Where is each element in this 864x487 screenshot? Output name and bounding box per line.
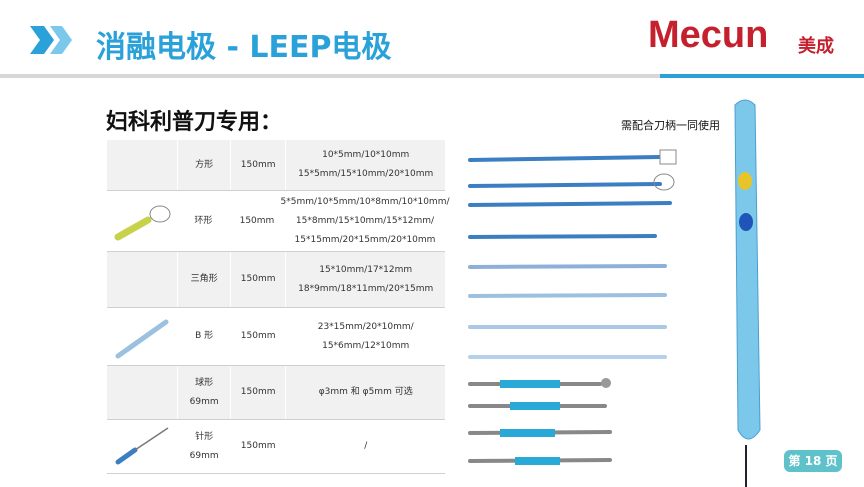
table-row: 球形 69mm 150mm φ3mm 和 φ5mm 可选 <box>107 366 445 420</box>
specs-cell: 23*15mm/20*10mm/15*6mm/12*10mm <box>286 308 445 365</box>
name-cell: B 形 <box>178 308 231 365</box>
length-cell: 150mm <box>231 252 287 307</box>
name-cell: 三角形 <box>178 252 231 307</box>
table-row: 环形 150mm 5*5mm/10*5mm/10*8mm/10*10mm/15*8m… <box>107 191 450 252</box>
name: 球形 <box>195 377 214 388</box>
name-cell: 方形 <box>178 140 231 190</box>
length: 150mm <box>239 215 275 226</box>
spec: 15*8mm/15*10mm/15*12mm/ <box>295 215 435 226</box>
specs-cell: / <box>286 420 445 473</box>
name-cell: 环形 <box>178 191 230 251</box>
table-row: B 形 150mm 23*15mm/20*10mm/15*6mm/12*10mm <box>107 308 445 366</box>
length-cell: 150mm <box>230 191 285 251</box>
spec: 15*5mm/15*10mm/20*10mm <box>298 169 434 179</box>
image-cell <box>107 308 179 365</box>
name: 69mm <box>189 450 219 461</box>
logo-cn: 美成 <box>798 36 834 57</box>
length-cell: 150mm <box>231 366 287 419</box>
spec: φ3mm 和 φ5mm 可选 <box>318 387 413 397</box>
table-row: 针形 69mm 150mm / <box>107 420 445 474</box>
name: 三角形 <box>190 274 218 284</box>
table-row: 三角形 150mm 15*10mm/17*12mm 18*9mm/18*11mm/20… <box>107 252 445 308</box>
name-cell: 球形 69mm <box>178 366 231 419</box>
table: 方形 150mm 10*5mm/10*10mm 15*5mm/15*10mm/20*1… <box>107 140 450 474</box>
spec: 18*9mm/18*11mm/20*15mm <box>298 283 434 294</box>
spec: 15*10mm/17*12mm <box>319 264 413 275</box>
spec: 15*6mm/12*10mm <box>322 340 410 351</box>
name: 方形 <box>195 159 214 170</box>
length-cell: 150mm <box>231 420 287 473</box>
image-cell <box>107 191 178 251</box>
specs-cell: 15*10mm/17*12mm 18*9mm/18*11mm/20*15mm <box>286 252 445 307</box>
spec: 5*5mm/10*5mm/10*8mm/10*10mm/ <box>280 196 450 207</box>
subtitle: 妇科利普刀专用： <box>106 110 283 135</box>
spec: 10*5mm/10*10mm <box>322 150 410 160</box>
image-cell <box>107 252 179 307</box>
length-cell: 150mm <box>231 140 287 190</box>
name-cell: 针形 69mm <box>178 420 231 473</box>
specs-cell: φ3mm 和 φ5mm 可选 <box>286 366 445 419</box>
length: 150mm <box>240 274 276 284</box>
name: B 形 <box>195 331 214 341</box>
spec: 15*15mm/20*15mm/20*10mm <box>294 234 436 245</box>
length: 150mm <box>240 331 276 341</box>
logo: Mecun <box>648 14 769 56</box>
length: 150mm <box>240 387 276 397</box>
table-row: 方形 150mm 10*5mm/10*10mm 15*5mm/15*10mm/20*1… <box>107 140 445 191</box>
length-cell: 150mm <box>231 308 287 365</box>
name: 69mm <box>189 396 219 407</box>
page-number: 第 18 页 <box>784 450 842 472</box>
specs-cell: 10*5mm/10*10mm 15*5mm/15*10mm/20*10mm <box>286 140 445 190</box>
length: 150mm <box>240 159 276 170</box>
name: 环形 <box>194 215 213 226</box>
spec: / <box>364 441 368 451</box>
length: 150mm <box>240 441 276 451</box>
image-cell <box>107 140 179 190</box>
image-cell <box>107 366 179 419</box>
name: 针形 <box>195 431 214 442</box>
spec: 23*15mm/20*10mm/ <box>317 321 414 332</box>
image-cell <box>107 420 179 473</box>
specs-cell: 5*5mm/10*5mm/10*8mm/10*10mm/15*8mm/15*10… <box>281 191 450 251</box>
note: 需配合刀柄一同使用 <box>621 119 720 132</box>
title: 消融电极 - LEEP电极 <box>96 30 392 65</box>
